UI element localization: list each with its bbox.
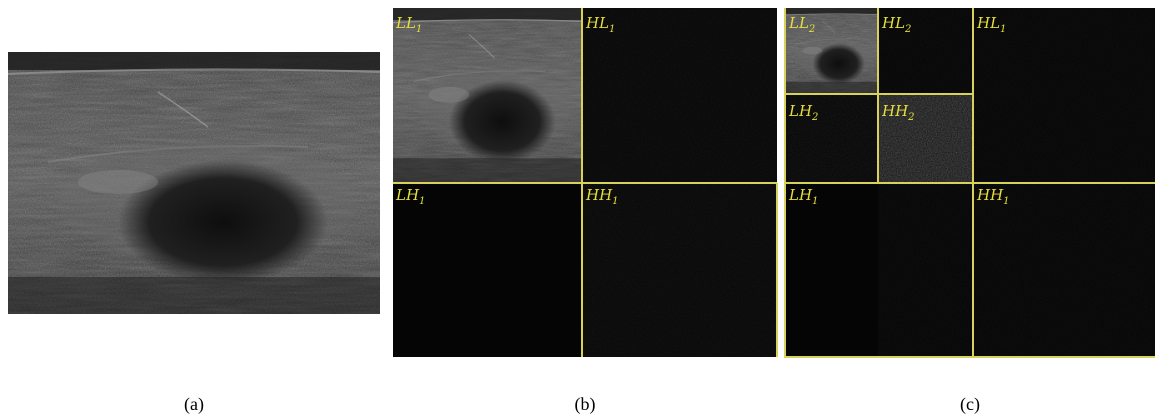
caption: (c) <box>960 394 980 415</box>
figure: LL1 HL1 LH1 HH1 LL2 HL2 LH2 HH2 HL1 LH1 … <box>0 0 1160 419</box>
caption: (b) <box>575 394 596 415</box>
page: {"panels": [ {"caption": "(a)"}, {"capti… <box>0 0 1160 419</box>
caption: (a) <box>184 394 204 415</box>
panel-c: LL2 HL2 LH2 HH2 HL1 LH1 HH1 <box>785 8 1155 357</box>
ultrasound-image <box>8 52 380 314</box>
panel-a <box>8 52 380 314</box>
lh-subband <box>393 183 582 357</box>
panel-b: LL1 HL1 LH1 HH1 <box>393 8 777 357</box>
